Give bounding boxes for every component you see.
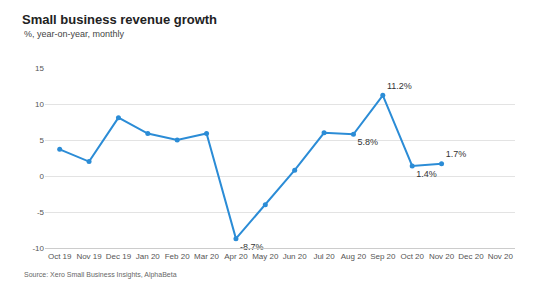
svg-text:10: 10 <box>35 100 44 109</box>
svg-text:5.8%: 5.8% <box>358 137 379 147</box>
svg-text:Dec 19: Dec 19 <box>106 252 132 261</box>
svg-text:-5: -5 <box>37 208 45 217</box>
svg-text:Feb 20: Feb 20 <box>165 252 190 261</box>
svg-text:Jan 20: Jan 20 <box>136 252 161 261</box>
svg-text:Oct 20: Oct 20 <box>400 252 424 261</box>
svg-text:May 20: May 20 <box>252 252 279 261</box>
svg-text:1.4%: 1.4% <box>416 169 437 179</box>
svg-text:Aug 20: Aug 20 <box>341 252 367 261</box>
svg-text:Nov 20: Nov 20 <box>429 252 455 261</box>
svg-text:Oct 19: Oct 19 <box>48 252 72 261</box>
svg-text:Small business revenue growth: Small business revenue growth <box>22 12 217 27</box>
svg-text:5: 5 <box>40 136 45 145</box>
svg-text:Source: Xero Small Business In: Source: Xero Small Business Insights, Al… <box>24 271 177 279</box>
svg-text:15: 15 <box>35 64 44 73</box>
svg-text:Mar 20: Mar 20 <box>194 252 219 261</box>
svg-text:Jun 20: Jun 20 <box>283 252 308 261</box>
svg-text:-8.7%: -8.7% <box>240 242 264 252</box>
svg-text:Dec 20: Dec 20 <box>458 252 484 261</box>
svg-text:%, year-on-year, monthly: %, year-on-year, monthly <box>24 29 125 39</box>
svg-text:Sep 20: Sep 20 <box>370 252 396 261</box>
svg-text:0: 0 <box>40 172 45 181</box>
svg-text:11.2%: 11.2% <box>387 81 412 91</box>
svg-text:Nov 20: Nov 20 <box>488 252 514 261</box>
svg-text:1.7%: 1.7% <box>446 149 467 159</box>
svg-text:Apr 20: Apr 20 <box>224 252 248 261</box>
svg-text:Jul 20: Jul 20 <box>313 252 335 261</box>
svg-text:-10: -10 <box>32 244 44 253</box>
svg-text:Nov 19: Nov 19 <box>76 252 102 261</box>
